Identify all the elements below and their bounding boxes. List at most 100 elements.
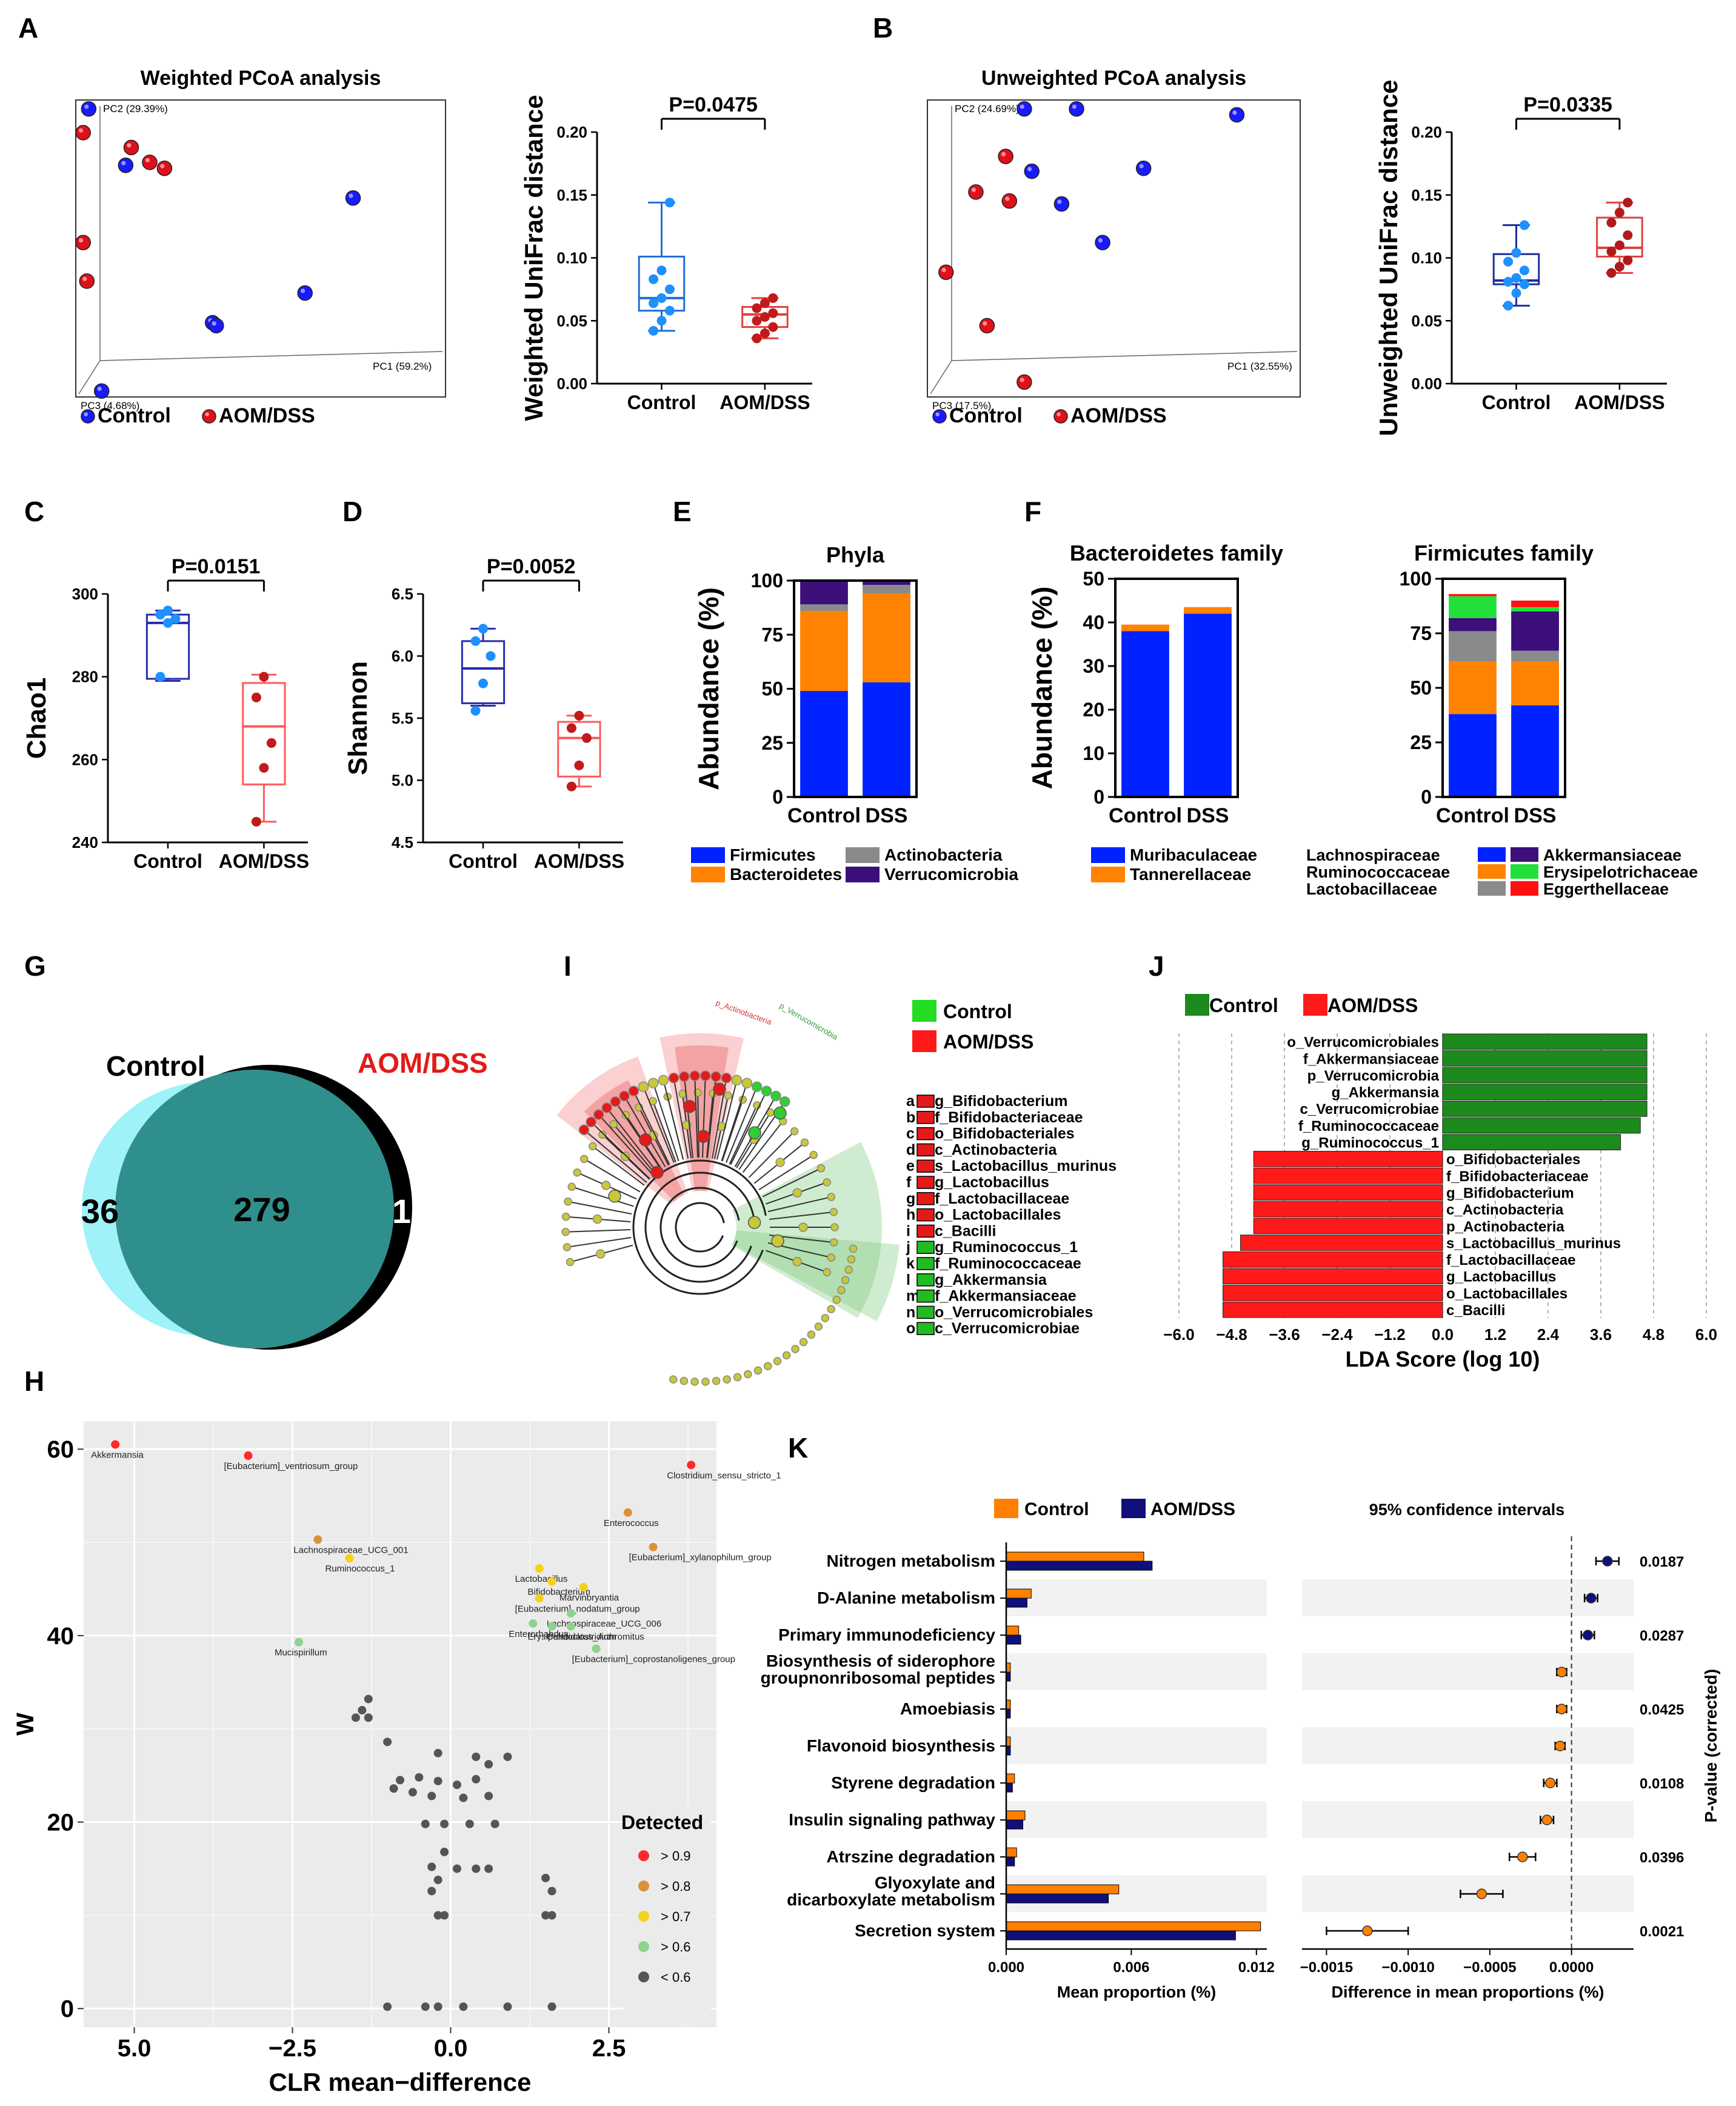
tree-leaf-node [669,1375,678,1384]
clade-node [683,1100,696,1113]
lda-bar [1253,1184,1443,1201]
y-tick-label: 0.10 [1411,249,1442,267]
x-tick-label: 0.012 [1238,1959,1275,1976]
control-point-shine [212,321,216,326]
data-point [752,333,762,344]
data-point [421,1819,430,1828]
data-point [484,1760,493,1769]
legend-firmicutes-family-swatch [1511,864,1538,879]
data-point [383,2002,392,2011]
data-point [541,1911,550,1920]
y-tick-label: 0.00 [1411,375,1442,393]
x-tick-label: −4.8 [1216,1325,1247,1344]
y-tick-label: 0.15 [556,186,587,204]
y-tick-label: 280 [72,668,98,686]
chart-title: Bacteroidetes family [1070,541,1283,565]
cladogram-key-letter: g [906,1190,915,1207]
bar-segment-firmicutes [800,691,848,797]
control-point-shine [1139,164,1144,168]
data-point [768,308,778,318]
y-tick-label: 0.10 [556,249,587,267]
panel-letter-J: J [1149,950,1164,982]
tree-leaf-node [566,1258,575,1267]
y-tick-label: 50 [1083,568,1104,590]
tree-leaf-node [770,1090,781,1102]
cladogram-key-label: c_Verrucomicrobiae [935,1320,1080,1337]
lda-bar [1253,1201,1443,1218]
lda-bar [1442,1084,1648,1101]
ci-point [1586,1593,1597,1604]
legend-control-label: Control [1024,1499,1089,1519]
legend-firmicutes-family-label: Eggerthellaceae [1543,880,1669,898]
tree-leaf-node [647,1078,659,1088]
control-point [93,383,110,399]
y-tick-label: 260 [72,750,98,768]
venn-label-aom: AOM/DSS [358,1047,488,1079]
legend-control-swatch [912,1000,936,1022]
aom-point-shine [145,158,150,162]
tree-branch [598,1114,654,1176]
data-point [664,198,675,208]
legend-label: > 0.9 [661,1848,691,1864]
bar-aom [1006,1893,1109,1904]
legend-firmicutes-family-label: Akkermansiaceae [1543,846,1681,864]
control-point-shine [1020,104,1024,109]
data-point [574,760,584,770]
aom-point [1001,193,1018,209]
data-point [452,1781,461,1789]
y-axis-label: Abundance (%) [693,587,724,790]
tree-leaf-node [764,1362,772,1370]
x-tick-label: Control [449,850,518,872]
pc1-label: PC1 (59.2%) [373,361,432,372]
x-tick-label: 0.0000 [1549,1959,1594,1976]
tree-leaf-node [563,1243,572,1251]
lda-bar-label: f_Bifidobacteriaceae [1446,1168,1589,1185]
tree-branch [592,1145,645,1186]
clade-node [608,1189,621,1203]
cladogram-key-letter: f [906,1174,912,1191]
legend-firmicutes-label: Firmicutes [730,845,816,864]
lda-bar-label: p_Actinobacteria [1446,1219,1564,1235]
x-tick-label: DSS [1187,804,1229,827]
cladogram-key-label: g_Bifidobacterium [935,1093,1067,1110]
data-point [1606,218,1617,228]
chart-title: Phyla [826,542,885,567]
x-tick-label: Control [787,804,861,827]
data-point [1606,247,1617,257]
legend-verrucomicrobia-label: Verrucomicrobia [884,865,1018,884]
tree-leaf-node [799,1338,808,1347]
cladogram-key-letter: o [906,1320,915,1337]
venn-value-control-only: 36 [81,1192,119,1230]
y-tick-label: 0 [772,786,783,808]
aom-point [1017,374,1032,390]
y-tick-label: 75 [1410,622,1432,644]
row-band [1302,1653,1634,1690]
cladogram-key-letter: m [906,1288,920,1305]
box [557,721,601,778]
p-value: 0.0425 [1640,1702,1684,1718]
data-point [433,1748,442,1758]
data-point [351,1713,360,1722]
bar-aom [1006,1856,1015,1867]
control-point [297,285,313,301]
data-point [760,328,770,338]
data-point [251,816,261,827]
tree-leaf-node [827,1305,836,1313]
data-point [313,1535,322,1544]
aom-point-shine [941,268,946,273]
data-point [440,1819,449,1828]
y-tick-label: 0 [1093,786,1104,808]
legend-firmicutes-family-swatch [1511,881,1538,896]
tree-branch [571,1186,634,1207]
tree-leaf-node [701,1378,710,1386]
bar-aom [1006,1561,1153,1571]
y-tick-label: 0.20 [1411,123,1442,141]
legend-aom-label: AOM/DSS [1070,404,1167,427]
data-point [1623,230,1633,241]
data-point [459,1793,468,1802]
tree-leaf-node [807,1330,816,1339]
lda-bar-label: f_Lactobacillaceae [1446,1252,1575,1268]
data-point [1614,262,1624,272]
x-tick-label: Control [1109,804,1182,827]
aom-point-shine [1020,378,1024,382]
